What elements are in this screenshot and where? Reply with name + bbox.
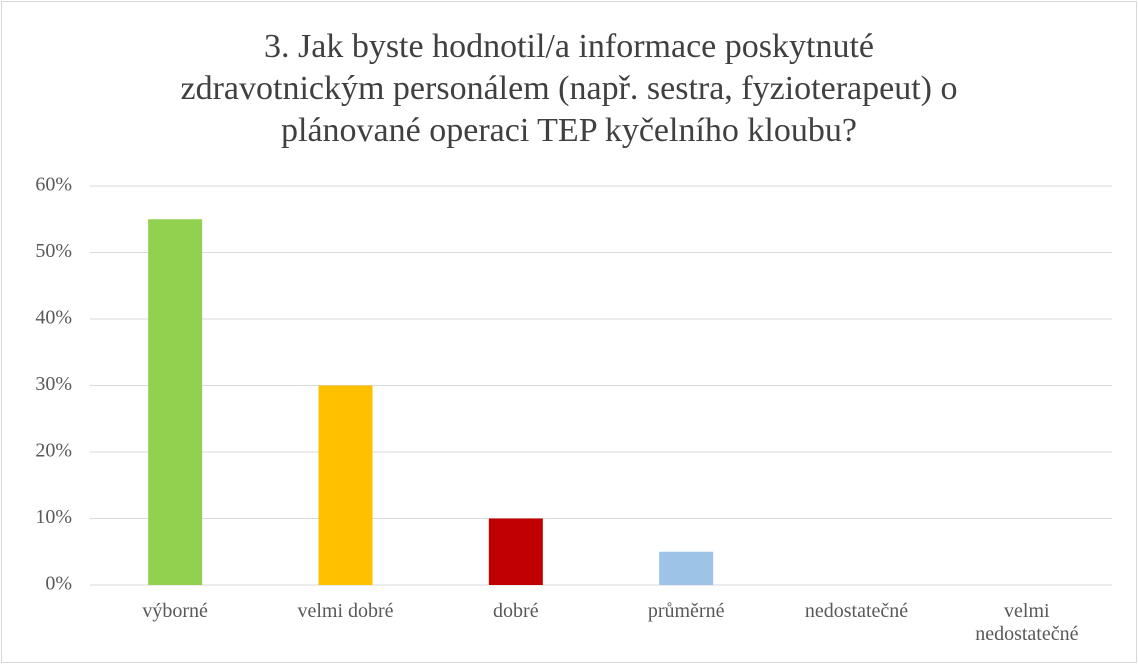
x-tick-label: velmi dobré xyxy=(297,600,394,622)
bar xyxy=(488,518,543,585)
y-tick-label: 30% xyxy=(35,373,72,395)
x-tick-label: dobré xyxy=(493,600,539,622)
x-tick-label: velmi nedostatečné xyxy=(975,600,1079,645)
x-tick-label: průměrné xyxy=(647,600,725,622)
y-tick-label: 20% xyxy=(35,440,72,462)
bar xyxy=(318,385,373,585)
chart-title: zdravotnickým personálem (např. sestra, … xyxy=(180,70,958,107)
bar xyxy=(148,219,203,585)
x-tick-label: výborné xyxy=(142,600,208,622)
y-tick-label: 10% xyxy=(35,506,72,528)
bar xyxy=(659,551,714,585)
x-tick-label: nedostatečné xyxy=(804,600,909,622)
y-tick-label: 50% xyxy=(35,240,72,262)
y-tick-label: 60% xyxy=(35,174,72,196)
y-tick-label: 40% xyxy=(35,307,72,329)
chart-title: 3. Jak byste hodnotil/a informace poskyt… xyxy=(264,28,874,65)
chart-title: plánované operaci TEP kyčelního kloubu? xyxy=(281,112,857,149)
y-tick-label: 0% xyxy=(45,573,72,595)
